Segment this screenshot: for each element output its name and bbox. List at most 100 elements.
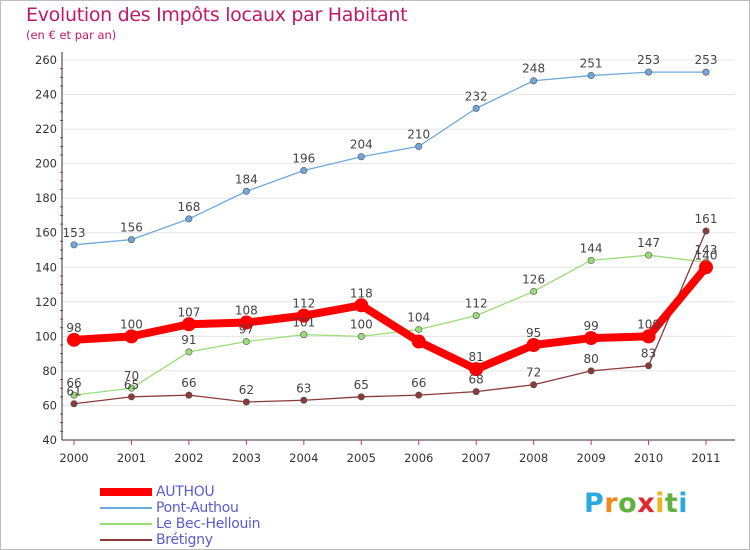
data-point [296,308,311,323]
logo-letter: i [678,488,689,519]
data-point [242,187,250,195]
data-label: 66 [66,376,81,390]
x-tick-label: 2003 [232,451,261,465]
data-point [530,77,538,85]
data-point [185,348,193,356]
data-point [645,362,653,370]
data-label: 99 [583,319,598,333]
data-point [530,381,538,389]
data-point [242,338,250,346]
data-label: 144 [580,241,603,255]
data-label: 63 [296,381,311,395]
data-point [70,400,78,408]
data-label: 101 [292,316,315,330]
data-label: 143 [695,243,718,257]
data-point [526,338,541,352]
y-tick-label: 140 [35,260,57,274]
data-point [469,362,484,377]
data-label: 98 [66,321,81,335]
data-point [300,167,308,175]
data-label: 112 [292,297,315,311]
data-label: 68 [469,373,484,387]
data-label: 108 [235,304,258,318]
data-label: 80 [583,352,598,366]
data-point [699,260,713,275]
data-label: 66 [411,376,426,390]
data-point [584,331,599,346]
data-point [587,72,595,80]
data-point [357,153,365,161]
y-tick-label: 240 [35,88,57,102]
x-tick-label: 2002 [174,451,203,465]
data-label: 126 [522,272,545,286]
data-point [67,332,81,347]
legend-label: Pont-Authou [156,500,239,516]
data-point [357,393,365,401]
data-label: 153 [63,226,86,240]
data-point [415,142,423,150]
series-line-br-tigny [73,230,707,405]
data-point [472,104,480,112]
data-label: 140 [695,248,718,262]
data-point [415,325,423,333]
data-label: 156 [120,221,143,235]
series-line-authou [70,263,710,374]
data-label: 118 [350,286,373,300]
data-point [354,298,369,313]
y-tick-label: 60 [42,398,57,412]
data-label: 81 [469,350,484,364]
data-point [645,68,653,76]
data-label: 232 [465,89,488,103]
data-point [70,391,78,399]
logo-letter: P [584,488,605,519]
data-point [645,251,653,259]
y-tick-label: 160 [35,226,57,240]
y-tick-label: 220 [35,122,57,136]
x-tick-label: 2001 [117,451,146,465]
data-point [702,68,710,76]
y-tick-label: 200 [35,157,57,171]
data-label: 112 [465,297,488,311]
legend-swatch [100,523,152,525]
data-point [472,388,480,396]
logo-letter: o [618,488,638,519]
data-point [641,329,656,344]
x-tick-label: 2000 [59,451,88,465]
x-tick-label: 2006 [404,451,433,465]
data-point [185,391,193,399]
chart-title: Evolution des Impôts locaux par Habitant [26,4,408,26]
data-point [415,391,423,399]
data-label: 248 [522,62,545,76]
y-tick-label: 80 [42,364,57,378]
data-point [127,384,135,392]
data-label: 107 [177,305,200,319]
data-point [127,236,135,244]
data-label: 66 [181,376,196,390]
data-point [185,215,193,223]
y-tick-label: 40 [42,433,57,447]
data-point [472,312,480,320]
proxiti-logo: Proxiti [584,488,688,519]
data-label: 100 [637,317,660,331]
legend-label: Le Bec-Hellouin [156,516,261,532]
data-label: 97 [239,323,254,337]
data-point [357,332,365,340]
data-point [124,329,139,344]
data-label: 104 [407,310,430,324]
data-label: 100 [120,317,143,331]
x-tick-label: 2011 [691,451,720,465]
data-point [127,393,135,401]
legend-label: Brétigny [156,532,213,548]
data-point [242,398,250,406]
x-tick-label: 2008 [519,451,548,465]
data-point [702,227,710,235]
data-point [181,317,196,332]
data-point [587,256,595,264]
legend-label: AUTHOU [156,484,215,500]
legend-swatch [100,539,152,541]
data-point [587,367,595,375]
logo-letter: r [604,488,619,519]
data-label: 204 [350,138,373,152]
data-label: 161 [695,212,718,226]
